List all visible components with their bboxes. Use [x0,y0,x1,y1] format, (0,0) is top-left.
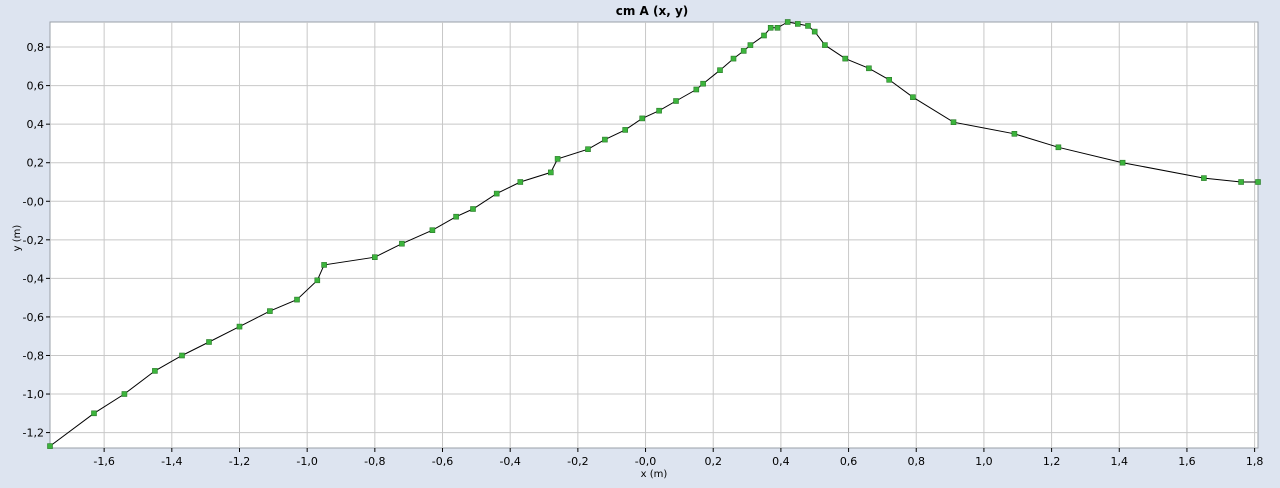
data-point [294,296,300,303]
data-point [206,339,212,345]
x-tick-label: -0,2 [567,455,588,468]
data-point [91,410,97,417]
data-point [1201,175,1207,181]
data-point [950,119,957,125]
data-point [429,227,436,233]
y-axis-ticks: 0,8 0,6 0,4 0,2 -0,0 -0,2 -0,4 -0,6 -0,8 -1,0 -1,2 [23,41,50,440]
y-tick-label: -1,0 [23,388,44,401]
data-point [152,368,158,374]
data-point [585,146,591,152]
data-point [1255,179,1261,185]
series-layer [47,19,1261,449]
data-point [910,94,916,100]
x-tick-label: 1,4 [1111,455,1129,468]
data-point [761,32,767,39]
data-point [717,67,723,73]
data-point [730,55,737,62]
data-point [794,21,801,27]
data-point [47,443,53,449]
y-tick-label: -0,6 [23,311,44,324]
x-tick-label: 1,6 [1178,455,1196,468]
data-point [767,24,774,31]
data-point [1055,144,1062,151]
data-point [805,23,811,29]
data-point [811,28,818,35]
y-tick-label: -0,4 [23,272,44,285]
y-axis-label: y (m) [12,225,23,252]
data-point [314,277,321,284]
data-point [774,24,781,31]
x-tick-label: -1,4 [161,455,182,468]
data-point [656,107,662,114]
data-point [700,80,706,87]
x-tick-label: 1,2 [1043,455,1061,468]
data-point [622,127,629,133]
data-point [371,254,378,260]
data-point [1238,179,1244,185]
data-point [267,308,273,314]
y-tick-label: 0,8 [27,41,45,54]
plot-area [49,21,1259,449]
data-point [179,352,185,359]
data-point [399,240,405,247]
data-point [639,115,646,122]
data-point [121,391,128,397]
data-point [470,206,476,212]
x-tick-label: 0,6 [840,455,858,468]
x-tick-label: -1,0 [296,455,317,468]
x-tick-label: 0,4 [772,455,790,468]
x-tick-label: -0,8 [364,455,385,468]
y-tick-label: 0,6 [27,80,45,93]
data-point [602,136,608,143]
data-point [236,323,243,330]
data-point [493,190,500,197]
data-point [693,86,700,93]
x-tick-label: -0,4 [499,455,520,468]
y-tick-label: -1,2 [23,427,44,440]
data-point [673,98,679,104]
data-point [784,19,791,25]
x-axis-label: x (m) [641,469,668,480]
data-point [822,42,828,48]
x-tick-label: 0,2 [704,455,722,468]
data-point [842,55,849,62]
data-point [517,179,524,185]
data-point [886,77,893,83]
y-tick-label: -0,0 [23,195,44,208]
grid [50,22,1258,448]
data-point [1119,159,1126,166]
x-tick-label: 0,8 [907,455,925,468]
data-point [321,262,327,268]
y-tick-label: 0,2 [27,157,45,170]
x-tick-label: -1,6 [93,455,114,468]
chart-title: cm A (x, y) [616,4,689,18]
data-point [866,65,872,72]
data-point [547,169,554,176]
x-tick-label: -1,2 [229,455,250,468]
data-point [740,48,747,54]
x-tick-label: 1,8 [1246,455,1264,468]
x-tick-label: 1,0 [975,455,993,468]
x-tick-label: -0,6 [432,455,453,468]
data-point [453,213,459,220]
data-point [747,42,754,48]
y-tick-label: -0,2 [23,234,44,247]
x-tick-label: -0,0 [635,455,656,468]
x-axis-ticks: -1,6 -1,4 -1,2 -1,0 -0,8 -0,6 -0,4 -0,2 -0,0 0,2 0… [93,448,1263,468]
data-point [1011,131,1018,137]
y-tick-label: 0,4 [27,118,45,131]
y-tick-label: -0,8 [23,349,44,362]
data-point [554,156,561,162]
